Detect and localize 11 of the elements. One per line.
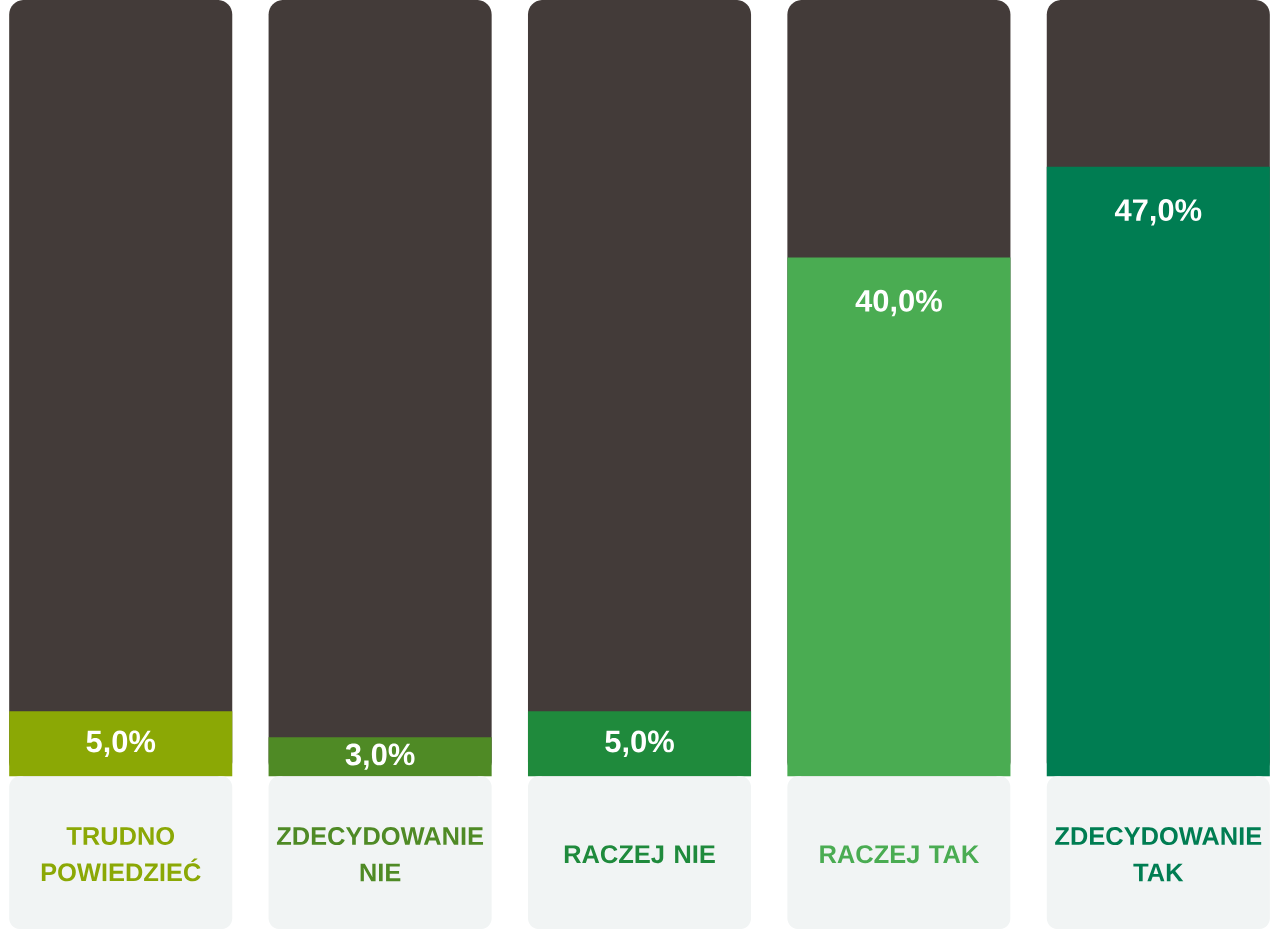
x-tick-label: RACZEJ NIE bbox=[564, 845, 715, 864]
x-tick-label: TRUDNO POWIEDZIEĆ bbox=[41, 826, 201, 882]
x-tick-label: RACZEJ TAK bbox=[820, 845, 980, 864]
x-tick-label: ZDECYDOWANIE TAK bbox=[1055, 827, 1262, 882]
data-label: 3,0% bbox=[345, 743, 415, 770]
bar bbox=[268, 737, 492, 777]
data-label: 40,0% bbox=[855, 289, 942, 317]
data-label: 5,0% bbox=[605, 730, 674, 757]
data-label: 47,0% bbox=[1114, 199, 1202, 226]
x-tick-label: ZDECYDOWANIE NIE bbox=[276, 827, 484, 882]
data-label: 5,0% bbox=[86, 730, 156, 757]
